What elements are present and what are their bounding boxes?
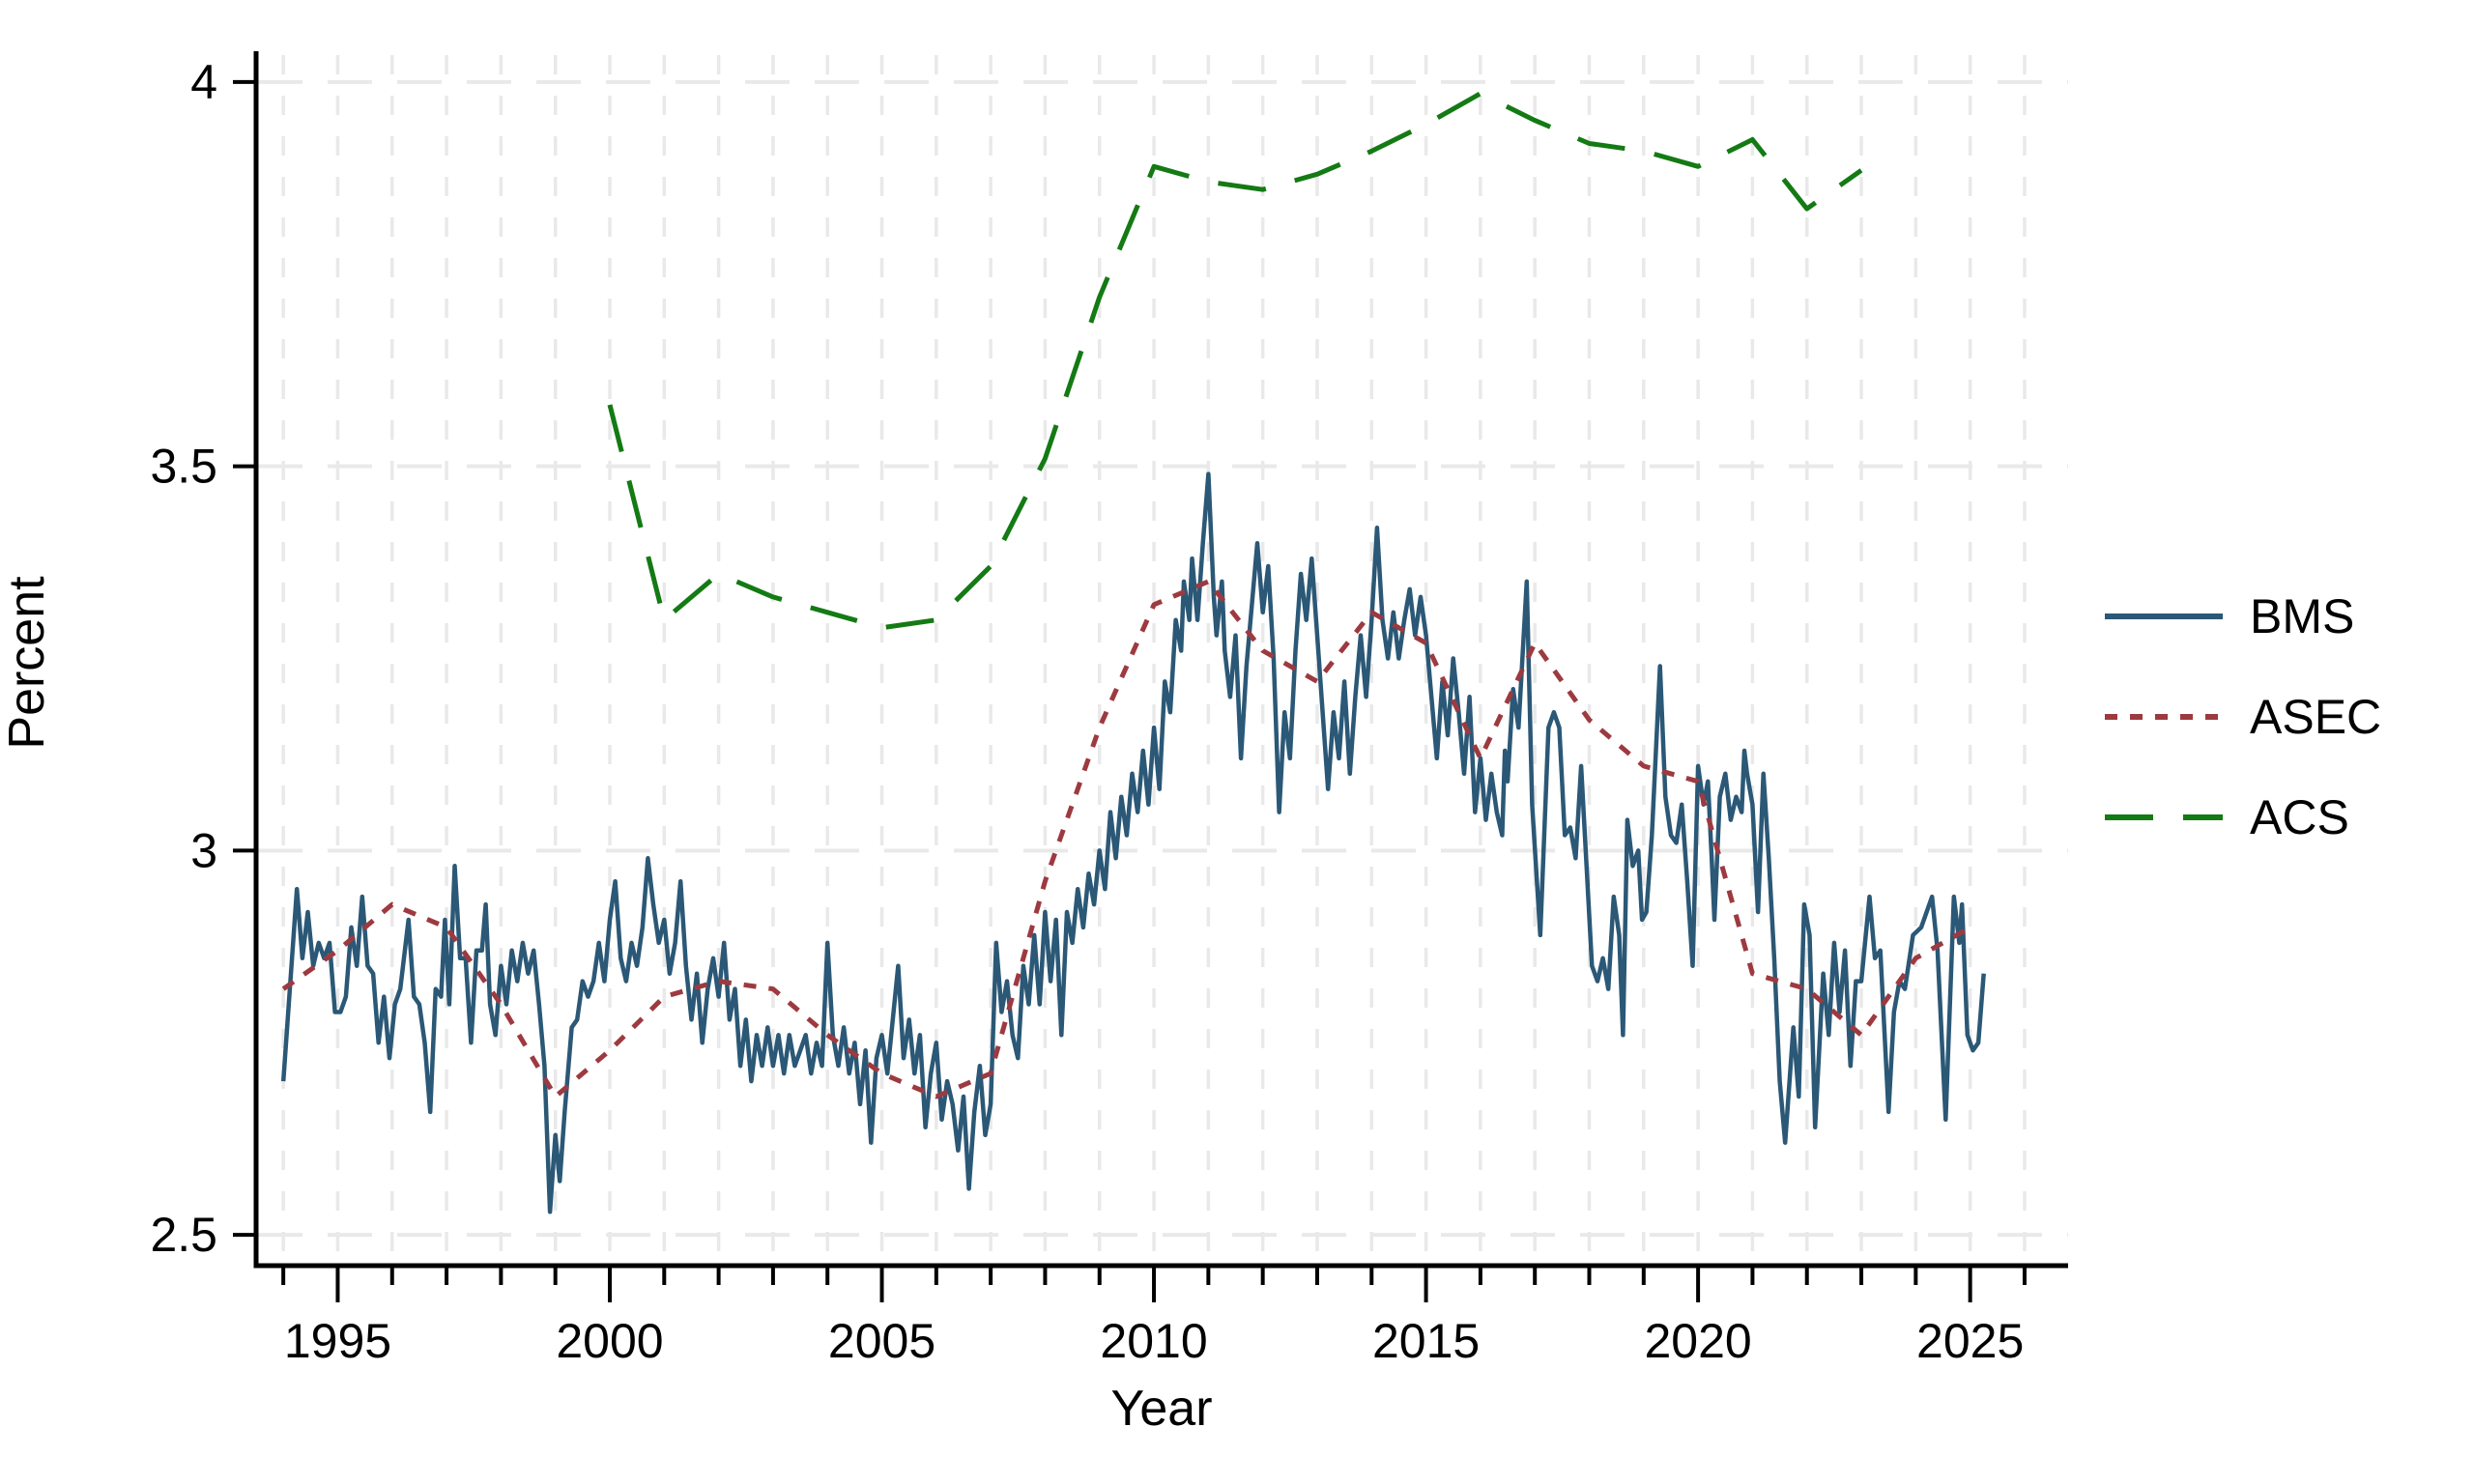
- x-tick-label: 2000: [556, 1314, 663, 1368]
- x-tick-label: 2005: [828, 1314, 935, 1368]
- legend-label-acs: ACS: [2250, 790, 2349, 844]
- legend-label-bms: BMS: [2250, 589, 2355, 643]
- acs-line-swatch: [2105, 814, 2223, 820]
- series-line-acs: [607, 91, 1863, 631]
- legend: BMS ASEC ACS: [2105, 566, 2381, 868]
- legend-item-bms: BMS: [2105, 566, 2381, 667]
- legend-label-asec: ASEC: [2250, 690, 2382, 744]
- x-axis-ticks: 1995 2000 2005 2010 2015 2020 2025: [281, 1266, 2027, 1368]
- series-line-bms: [280, 471, 1986, 1214]
- x-tick-label: 1995: [284, 1314, 391, 1368]
- bms-line-swatch: [2105, 614, 2223, 619]
- series-lines: [280, 91, 1986, 1214]
- y-axis-title: Percent: [0, 576, 55, 750]
- x-tick-label: 2010: [1100, 1314, 1207, 1368]
- y-tick-label: 3.5: [150, 440, 217, 494]
- x-tick-label: 2025: [1916, 1314, 2024, 1368]
- asec-line-swatch: [2105, 714, 2223, 720]
- y-axis-ticks: 2.5 3 3.5 4: [150, 55, 256, 1262]
- series-line-asec: [281, 579, 1971, 1099]
- y-tick-label: 2.5: [150, 1208, 217, 1262]
- gridlines: [258, 55, 2068, 1264]
- legend-item-asec: ASEC: [2105, 667, 2381, 767]
- x-axis-title: Year: [1110, 1381, 1213, 1437]
- x-tick-label: 2015: [1372, 1314, 1480, 1368]
- x-tick-label: 2020: [1644, 1314, 1751, 1368]
- y-tick-label: 4: [190, 55, 217, 109]
- y-tick-label: 3: [190, 823, 217, 877]
- legend-item-acs: ACS: [2105, 767, 2381, 868]
